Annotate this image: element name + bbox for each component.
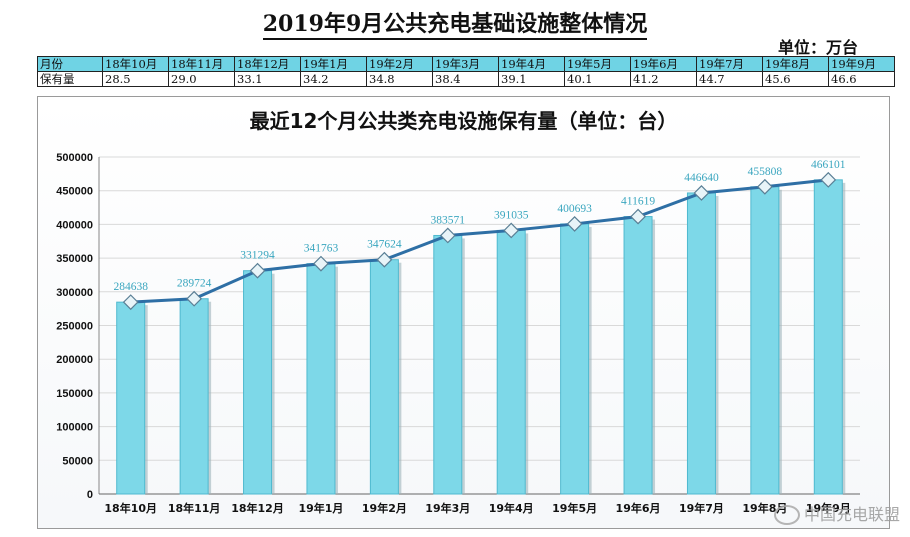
chart-frame: 最近12个月公共类充电设施保有量（单位：台） 0 50000 100000 15000…: [37, 96, 890, 529]
unit-label: 单位：万台: [777, 38, 858, 57]
summary-value-cell: 40.1: [564, 71, 631, 87]
summary-value-cell: 39.1: [498, 71, 565, 87]
x-tick-label: 19年9月: [806, 501, 851, 515]
summary-month-cell: 18年10月: [102, 56, 169, 72]
summary-month-cell: 19年2月: [366, 56, 433, 72]
line-marker: [249, 262, 266, 279]
line-marker: [756, 178, 773, 195]
y-tick-label: 300000: [56, 287, 93, 299]
line-marker: [630, 208, 646, 225]
x-tick-label: 18年10月: [104, 501, 157, 515]
summary-row-header-month: 月份: [37, 56, 103, 72]
summary-value-cell: 29.0: [168, 71, 235, 87]
bar: [179, 298, 209, 495]
bar: [813, 179, 843, 495]
summary-value-cell: 34.8: [366, 71, 433, 87]
x-tick-label: 18年12月: [231, 501, 284, 515]
summary-value-cell: 38.4: [432, 71, 499, 87]
data-label: 411619: [621, 196, 655, 208]
line-marker: [376, 251, 393, 268]
line-marker: [186, 290, 203, 307]
summary-value-cell: 28.5: [102, 71, 169, 87]
summary-month-cell: 19年5月: [564, 56, 631, 72]
summary-table: 月份 18年10月 18年11月 18年12月 19年1月 19年2月 19年3月 19年4…: [37, 56, 895, 87]
y-tick-label: 50000: [62, 455, 93, 467]
line-marker: [439, 227, 456, 244]
chart-title: 最近12个月公共类充电设施保有量（单位：台）: [249, 109, 678, 133]
x-tick-label: 18年11月: [168, 501, 221, 515]
data-label: 383571: [431, 214, 466, 226]
data-label: 341763: [304, 243, 339, 255]
summary-month-cell: 19年4月: [498, 56, 565, 72]
x-tick-label: 19年1月: [298, 501, 343, 515]
bar: [433, 234, 463, 495]
bar: [306, 263, 336, 495]
x-tick-label: 19年6月: [616, 501, 661, 515]
x-tick-label: 19年4月: [489, 501, 534, 515]
summary-row-months: 月份 18年10月 18年11月 18年12月 19年1月 19年2月 19年3月 19年4…: [37, 56, 895, 72]
x-tick-label: 19年7月: [679, 501, 724, 515]
data-label: 284638: [113, 281, 148, 293]
x-tick-label: 19年5月: [552, 501, 597, 515]
summary-month-cell: 18年11月: [168, 56, 235, 72]
summary-month-cell: 19年6月: [630, 56, 697, 72]
data-label: 400693: [557, 203, 592, 215]
summary-value-cell: 41.2: [630, 71, 697, 87]
y-tick-label: 0: [87, 489, 93, 501]
bar: [243, 270, 273, 495]
x-tick-label: 19年2月: [362, 501, 407, 515]
data-label: 347624: [367, 239, 402, 251]
data-label: 455808: [748, 166, 783, 178]
summary-month-cell: 19年8月: [762, 56, 829, 72]
bar: [560, 223, 590, 495]
y-tick-label: 350000: [56, 253, 93, 265]
summary-month-cell: 19年7月: [696, 56, 763, 72]
data-label: 466101: [811, 159, 846, 171]
y-tick-label: 150000: [56, 388, 93, 400]
chart-plot: 0 50000 100000 150000 200000 250000 300000 3500…: [56, 152, 860, 515]
summary-row-values: 保有量 28.5 29.0 33.1 34.2 34.8 38.4 39.1 40.1 41.2…: [37, 71, 895, 87]
bar: [496, 229, 526, 495]
watermark-text: 中国充电联盟: [803, 504, 900, 524]
wechat-icon: [773, 505, 800, 525]
data-label: 289724: [177, 278, 212, 290]
y-tick-label: 500000: [56, 152, 93, 164]
summary-month-cell: 19年9月: [828, 56, 895, 72]
data-label: 331294: [240, 250, 275, 262]
line-marker: [313, 255, 329, 272]
bar: [369, 259, 399, 495]
line-marker: [566, 216, 583, 232]
summary-month-cell: 18年12月: [234, 56, 301, 72]
bar: [623, 216, 653, 495]
summary-row-header-count: 保有量: [37, 71, 103, 87]
summary-value-cell: 33.1: [234, 71, 301, 87]
y-tick-label: 400000: [56, 219, 93, 231]
watermark: 中国充电联盟: [773, 501, 900, 525]
x-tick-label: 19年3月: [425, 501, 470, 515]
y-tick-label: 250000: [56, 321, 93, 333]
page-title: 2019年9月公共充电基础设施整体情况: [0, 6, 910, 40]
y-tick-label: 450000: [56, 186, 93, 198]
summary-value-cell: 45.6: [762, 71, 829, 87]
summary-value-cell: 34.2: [300, 71, 367, 87]
data-label: 446640: [684, 172, 719, 184]
y-tick-label: 100000: [56, 422, 93, 434]
bar: [116, 301, 146, 495]
line-marker: [122, 294, 139, 311]
summary-value-cell: 44.7: [696, 71, 763, 87]
line-marker: [693, 185, 710, 201]
series-line: [130, 178, 829, 304]
bar: [686, 192, 716, 495]
summary-value-cell: 46.6: [828, 71, 895, 87]
line-marker: [820, 171, 837, 188]
summary-month-cell: 19年1月: [300, 56, 367, 72]
data-label: 391035: [494, 209, 529, 221]
bar: [750, 186, 780, 495]
summary-month-cell: 19年3月: [432, 56, 499, 72]
y-tick-label: 200000: [56, 354, 93, 366]
line-marker: [503, 222, 520, 239]
